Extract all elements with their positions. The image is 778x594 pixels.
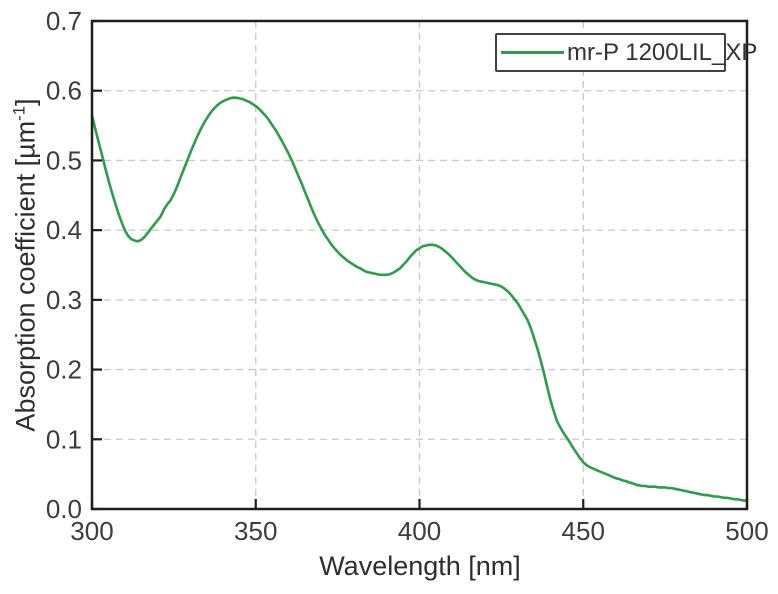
y-axis-title: Absorption coefficient [µm-1]: [9, 98, 42, 432]
x-axis-title: Wavelength [nm]: [319, 551, 521, 581]
y-tick-label-0.5: 0.5: [46, 145, 82, 175]
x-tick-label-300: 300: [70, 516, 113, 546]
y-tick-label-0.7: 0.7: [46, 6, 82, 36]
legend-line-sample-icon: [501, 51, 564, 54]
x-tick-label-400: 400: [398, 516, 441, 546]
y-axis-title-close-bracket: ]: [10, 98, 41, 106]
axis-ticks: [90, 19, 749, 511]
series-line-mr-p-1200lil-xp: [90, 96, 749, 502]
x-tick-label-500: 500: [725, 516, 768, 546]
legend-label: mr-P 1200LIL_XP: [567, 38, 758, 66]
y-tick-label-0.4: 0.4: [46, 215, 82, 245]
y-axis-title-superscript: -1: [9, 105, 29, 121]
y-tick-label-0.3: 0.3: [46, 285, 82, 315]
legend-box: mr-P 1200LIL_XP: [495, 33, 757, 72]
x-tick-label-450: 450: [562, 516, 605, 546]
y-tick-label-0.6: 0.6: [46, 76, 82, 106]
y-tick-label-0.2: 0.2: [46, 355, 82, 385]
x-tick-label-350: 350: [234, 516, 277, 546]
y-tick-label-0.1: 0.1: [46, 424, 82, 454]
tick-labels: 300 350 400 450 500 0.0 0.1 0.2 0.3 0.4 0.5 0.6 0.7: [46, 6, 769, 546]
y-tick-label-0.0: 0.0: [46, 494, 82, 524]
y-axis-title-text: Absorption coefficient [µm: [10, 120, 41, 432]
gridlines: [92, 21, 747, 509]
